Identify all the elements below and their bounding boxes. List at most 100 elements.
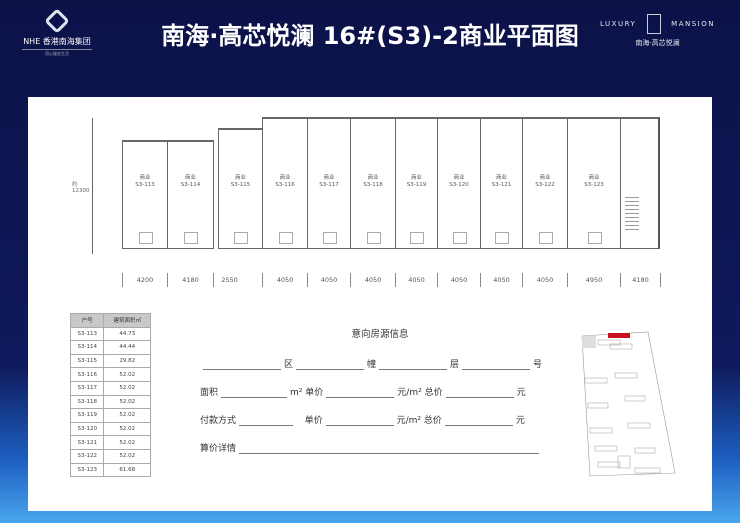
label-number: 号	[533, 360, 543, 370]
unit-price-field-2[interactable]	[325, 416, 394, 426]
utility-box	[538, 232, 553, 244]
unit-type: 商业	[184, 175, 196, 181]
utility-box	[234, 232, 248, 244]
utility-box	[587, 232, 602, 244]
number-field[interactable]	[462, 360, 531, 370]
payment-field[interactable]	[239, 416, 294, 426]
area-cell: 52.02	[103, 408, 151, 423]
utility-box	[184, 232, 198, 244]
unit-cell: S3-114	[69, 340, 105, 355]
area-field[interactable]	[221, 388, 288, 398]
utility-box	[322, 232, 337, 244]
table-row: S3-116 52.02	[69, 367, 151, 382]
unit-cell: S3-121	[69, 435, 105, 450]
height-dimension-line	[92, 118, 98, 254]
label-district: 区	[284, 360, 294, 370]
company-logo: NHE 香港南海集团 用心服务生活	[22, 8, 92, 57]
unit-s3-116[interactable]: 商业 S3-116	[262, 117, 308, 249]
table-row: S3-123 61.68	[69, 462, 151, 478]
area-cell: 29.82	[103, 353, 151, 369]
label-unit-price-2: 单价	[304, 416, 323, 426]
unit-cell: S3-116	[69, 367, 105, 382]
site-map	[581, 331, 676, 477]
table-row: S3-115 29.82	[69, 353, 151, 369]
logo-subtitle: 南海·高芯悦澜	[635, 39, 680, 47]
label-payment: 付款方式	[200, 416, 237, 426]
label-yuan: 元	[516, 388, 526, 398]
label-per-m2-2: 元/m²	[396, 416, 422, 426]
area-cell: 52.02	[103, 394, 151, 410]
details-field[interactable]	[239, 444, 540, 454]
label-building: 幢	[367, 360, 377, 370]
table-row: S3-122 52.02	[69, 448, 151, 464]
area-cell: 44.44	[103, 340, 151, 355]
unit-type: 商业	[410, 175, 422, 181]
district-field[interactable]	[203, 360, 281, 370]
label-floor: 层	[450, 360, 460, 370]
utility-box	[278, 232, 293, 244]
unit-s3-122[interactable]: 商业 S3-122	[522, 117, 568, 249]
unit-number: S3-115	[230, 182, 251, 188]
building-field[interactable]	[296, 360, 365, 370]
unit-cell: S3-118	[69, 394, 105, 410]
label-m2: m²	[290, 388, 303, 398]
total-price-field-2[interactable]	[444, 416, 513, 426]
utility-box	[452, 232, 467, 244]
unit-cell: S3-117	[69, 380, 105, 396]
table-row: S3-120 52.02	[69, 421, 151, 437]
unit-type: 商业	[367, 175, 379, 181]
unit-cell: S3-119	[69, 408, 105, 423]
unit-price-field[interactable]	[326, 388, 395, 398]
stairwell	[620, 117, 660, 249]
unit-type: 商业	[323, 175, 335, 181]
utility-box	[495, 232, 509, 244]
unit-type: 商业	[453, 175, 465, 181]
total-price-field[interactable]	[445, 388, 514, 398]
unit-s3-115[interactable]: 商业 S3-115	[218, 128, 263, 249]
dimension-label: 4050	[480, 273, 522, 287]
label-total: 总价	[424, 388, 443, 398]
unit-cell: S3-113	[69, 326, 105, 342]
table-row: S3-113 44.73	[69, 326, 151, 342]
project-logo: LUXURY MANSION 南海·高芯悦澜	[600, 14, 715, 48]
label-total-2: 总价	[423, 416, 442, 426]
stairs-icon	[625, 194, 639, 232]
logo-text-right: MANSION	[671, 20, 715, 28]
unit-number: S3-116	[275, 182, 295, 188]
dimension-label: 4180	[167, 273, 213, 287]
col-header-unit: 户号	[69, 313, 105, 328]
unit-type: 商业	[495, 175, 507, 181]
utility-box	[410, 232, 424, 244]
unit-number: S3-121	[491, 182, 512, 188]
unit-number: S3-123	[584, 182, 604, 188]
unit-s3-113[interactable]: 商业 S3-113	[122, 140, 168, 249]
unit-s3-118[interactable]: 商业 S3-118	[350, 117, 396, 249]
area-cell: 44.73	[103, 326, 151, 342]
dimension-label: 4200	[122, 273, 167, 287]
unit-type: 商业	[588, 175, 600, 181]
unit-s3-120[interactable]: 商业 S3-120	[437, 117, 481, 249]
unit-number: S3-114	[180, 182, 201, 188]
area-cell: 52.02	[103, 421, 151, 437]
unit-s3-123[interactable]: 商业 S3-123	[567, 117, 621, 249]
site-boundary	[581, 331, 676, 477]
unit-s3-117[interactable]: 商业 S3-117	[307, 117, 351, 249]
unit-cell: S3-120	[69, 421, 105, 437]
unit-s3-119[interactable]: 商业 S3-119	[395, 117, 438, 249]
highlight-location	[608, 333, 630, 338]
unit-s3-121[interactable]: 商业 S3-121	[480, 117, 523, 249]
label-unit-price: 单价	[305, 388, 324, 398]
label-per-m2: 元/m²	[397, 388, 422, 398]
page-title: 南海·高芯悦澜 16#(S3)-2商业平面图	[161, 22, 579, 50]
unit-number: S3-119	[406, 182, 427, 188]
unit-cell: S3-122	[69, 448, 105, 464]
dimension-label: 4050	[350, 273, 395, 287]
unit-s3-114[interactable]: 商业 S3-114	[167, 140, 214, 249]
unit-type: 商业	[139, 175, 151, 181]
floor-field[interactable]	[379, 360, 448, 370]
area-cell: 52.02	[103, 435, 151, 450]
unit-number: S3-113	[135, 182, 155, 188]
unit-number: S3-117	[319, 182, 339, 188]
label-area: 面积	[200, 388, 219, 398]
dimension-label: 4050	[307, 273, 350, 287]
